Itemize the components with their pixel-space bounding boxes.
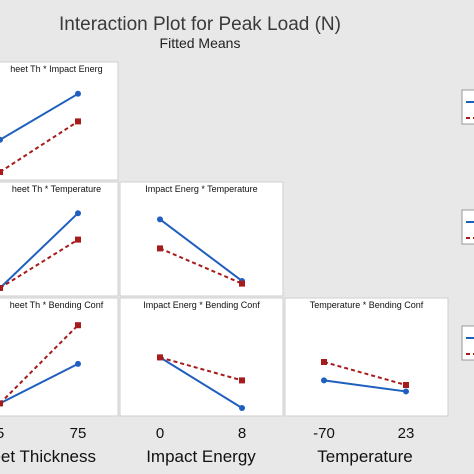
legend-area — [461, 89, 474, 361]
panel-background — [284, 297, 449, 417]
data-point — [157, 245, 163, 252]
data-point — [75, 210, 81, 217]
data-point — [75, 236, 81, 243]
data-point — [157, 354, 163, 361]
series-line-0 — [0, 362, 79, 405]
chart-subtitle: Fitted Means — [160, 35, 241, 51]
panel-background — [119, 297, 284, 417]
data-point — [0, 169, 3, 175]
panel-1: heet Th * Temperature — [0, 181, 119, 297]
x-axis-label: Impact Energy — [146, 447, 256, 466]
data-point — [157, 216, 163, 223]
legend-box — [461, 89, 474, 125]
series-line-0 — [159, 356, 243, 409]
series-line-1 — [0, 120, 79, 173]
series-line-1 — [323, 361, 407, 386]
x-tick-label: 23 — [398, 425, 415, 442]
x-axis-label: Temperature — [317, 447, 412, 466]
data-point — [0, 285, 3, 291]
legend-1 — [461, 209, 474, 245]
legend-box — [461, 209, 474, 245]
panel-grid: heet Th * Impact Energ heet Th * Temperat… — [0, 61, 449, 417]
data-point — [75, 322, 81, 329]
panel-2: Impact Energ * Temperature — [119, 181, 284, 297]
legend-box — [461, 325, 474, 361]
data-point — [239, 377, 245, 384]
data-point — [75, 118, 81, 125]
x-axis-area: 5 75 heet Thickness 0 8 Impact Energy -70 23 Tem… — [0, 425, 414, 466]
series-line-1 — [0, 238, 79, 289]
legend-2 — [461, 325, 474, 361]
data-point — [0, 400, 3, 407]
x-tick-label: 8 — [238, 425, 246, 442]
series-line-0 — [0, 92, 79, 141]
series-line-0 — [0, 212, 79, 289]
series-line-1 — [159, 356, 243, 382]
panel-background — [119, 181, 284, 297]
x-tick-label: 75 — [70, 425, 87, 442]
data-point — [403, 382, 409, 388]
x-tick-label: 5 — [0, 425, 4, 442]
panel-title: heet Th * Impact Energ — [10, 64, 102, 74]
panel-3: heet Th * Bending Conf — [0, 297, 119, 417]
panel-title: Impact Energ * Temperature — [145, 184, 257, 194]
data-point — [0, 136, 3, 143]
x-tick-label: 0 — [156, 425, 164, 442]
panel-background — [0, 297, 119, 417]
data-point — [239, 280, 245, 287]
data-point — [403, 388, 409, 395]
panel-title: heet Th * Temperature — [12, 184, 101, 194]
data-point — [75, 90, 81, 97]
panel-title: heet Th * Bending Conf — [10, 300, 104, 310]
panel-title: Temperature * Bending Conf — [310, 300, 424, 310]
x-tick-label: -70 — [313, 425, 335, 442]
x-axis-label: heet Thickness — [0, 447, 96, 466]
data-point — [239, 405, 245, 411]
series-line-0 — [323, 379, 407, 393]
chart-title: Interaction Plot for Peak Load (N) — [59, 14, 341, 35]
panel-background — [0, 181, 119, 297]
panel-0: heet Th * Impact Energ — [0, 61, 119, 181]
series-line-1 — [159, 247, 243, 285]
data-point — [75, 360, 81, 367]
series-line-0 — [159, 218, 243, 282]
panel-title: Impact Energ * Bending Conf — [143, 300, 260, 310]
data-point — [321, 359, 327, 365]
panel-5: Temperature * Bending Conf — [284, 297, 449, 417]
legend-0 — [461, 89, 474, 125]
panel-4: Impact Energ * Bending Conf — [119, 297, 284, 417]
panel-background — [0, 61, 119, 181]
series-line-1 — [0, 324, 79, 405]
data-point — [321, 377, 327, 384]
